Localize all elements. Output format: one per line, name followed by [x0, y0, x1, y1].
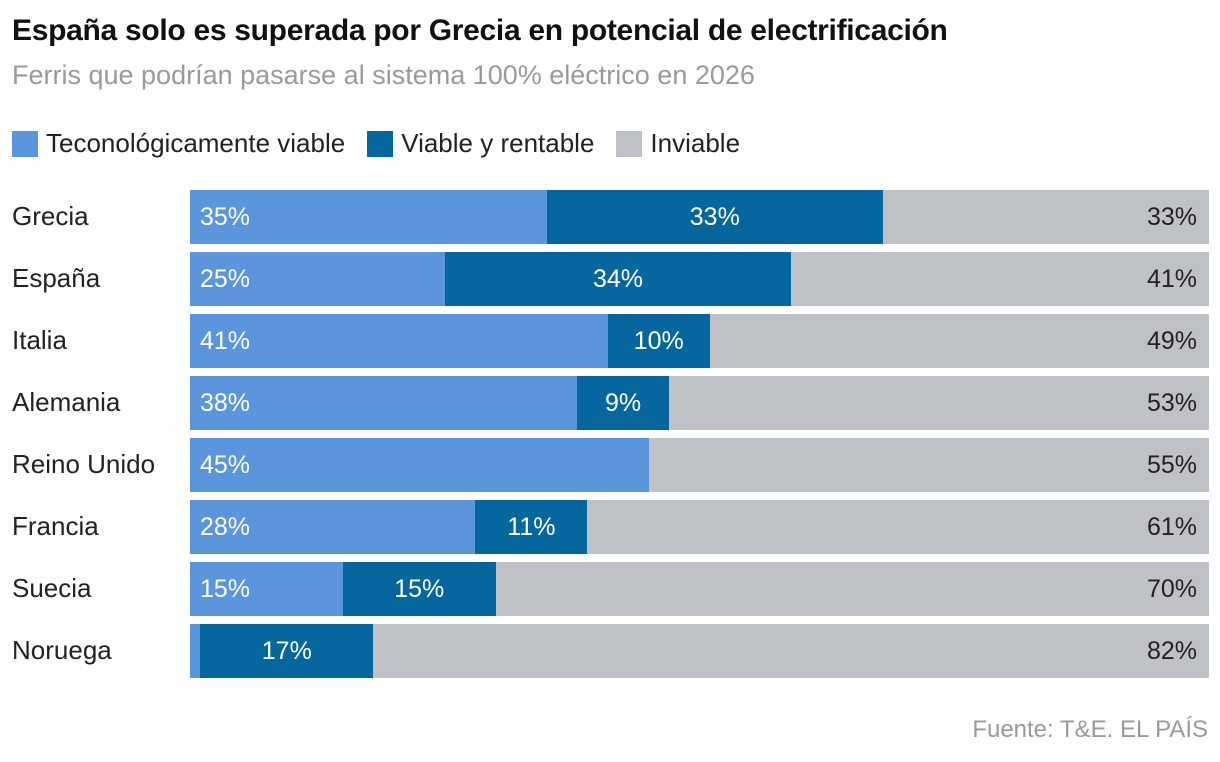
data-label-francia-1: 11% — [507, 513, 556, 541]
bar-segment-espana-1 — [444, 252, 792, 306]
data-label-espana-1: 34% — [592, 265, 643, 293]
data-label-noruega-2: 82% — [1146, 637, 1197, 665]
bar-segment-suecia-1 — [342, 562, 496, 616]
category-label-alemania: Alemania — [12, 387, 121, 417]
bar-row-alemania: 38% 9% 53% — [190, 376, 1209, 430]
category-label-francia: Francia — [12, 511, 99, 541]
bar-segment-noruega-1 — [200, 624, 374, 678]
data-label-suecia-0: 15% — [200, 575, 251, 603]
category-label-grecia: Grecia — [12, 201, 89, 231]
legend-item-inviable: Inviable — [616, 128, 740, 159]
bar-segment-alemania-0 — [190, 376, 578, 430]
data-label-francia-0: 28% — [200, 513, 251, 541]
bar-segment-italia-0 — [190, 314, 608, 368]
legend-item-viable-rentable: Viable y rentable — [367, 128, 594, 159]
data-label-italia-1: 10% — [633, 327, 684, 355]
legend-swatch-inviable — [616, 130, 643, 157]
data-label-suecia-2: 70% — [1146, 575, 1197, 603]
data-label-alemania-0: 38% — [200, 389, 251, 417]
legend-item-tech-viable: Teconológicamente viable — [12, 128, 345, 159]
bar-segment-suecia-0 — [190, 562, 343, 616]
bar-segment-grecia-1 — [546, 190, 883, 244]
category-label-suecia: Suecia — [12, 573, 92, 603]
bar-segment-italia-1 — [607, 314, 710, 368]
legend: Teconológicamente viable Viable y rentab… — [12, 128, 762, 159]
category-label-reino-unido: Reino Unido — [12, 449, 156, 479]
bar-segment-francia-1 — [475, 500, 588, 554]
bar-segment-francia-0 — [190, 500, 476, 554]
data-label-alemania-1: 9% — [604, 389, 642, 417]
data-label-alemania-2: 53% — [1146, 389, 1197, 417]
bar-segment-grecia-0 — [190, 190, 547, 244]
legend-label-viable-rentable: Viable y rentable — [401, 128, 595, 158]
data-label-grecia-1: 33% — [689, 203, 740, 231]
chart-title: España solo es superada por Grecia en po… — [12, 14, 948, 47]
data-label-grecia-0: 35% — [200, 203, 251, 231]
data-label-italia-2: 49% — [1146, 327, 1197, 355]
bar-row-espana: 25% 34% 41% — [190, 252, 1209, 306]
data-label-reino-unido-0: 45% — [200, 451, 251, 479]
bar-row-italia: 41% 10% 49% — [190, 314, 1209, 368]
data-label-francia-2: 61% — [1146, 513, 1197, 541]
data-label-noruega-1: 17% — [261, 637, 312, 665]
bar-segment-espana-0 — [190, 252, 445, 306]
bar-row-francia: 28% 11% 61% — [190, 500, 1209, 554]
category-label-noruega: Noruega — [12, 635, 112, 665]
bar-segment-noruega-0 — [190, 624, 201, 678]
legend-swatch-viable-rentable — [367, 130, 394, 157]
bar-row-suecia: 15% 15% 70% — [190, 562, 1209, 616]
bar-row-noruega: 17% 82% — [190, 624, 1209, 678]
data-label-suecia-1: 15% — [394, 575, 445, 603]
legend-label-inviable: Inviable — [650, 128, 741, 158]
data-label-reino-unido-2: 55% — [1146, 451, 1197, 479]
bar-row-reino-unido: 45% 55% — [190, 438, 1209, 492]
category-label-italia: Italia — [12, 325, 67, 355]
legend-swatch-tech-viable — [12, 130, 38, 157]
bar-segment-reino-unido-0 — [190, 438, 649, 492]
bar-row-grecia: 35% 33% 33% — [190, 190, 1209, 244]
legend-label-tech-viable: Teconológicamente viable — [46, 128, 346, 158]
data-label-grecia-2: 33% — [1146, 203, 1197, 231]
data-label-italia-0: 41% — [200, 327, 251, 355]
data-label-espana-2: 41% — [1146, 265, 1197, 293]
bar-segment-alemania-1 — [577, 376, 669, 430]
chart-subtitle: Ferris que podrían pasarse al sistema 10… — [12, 60, 755, 90]
category-label-espana: España — [12, 263, 101, 293]
data-label-espana-0: 25% — [200, 265, 251, 293]
source-note: Fuente: T&E. EL PAÍS — [972, 716, 1208, 743]
